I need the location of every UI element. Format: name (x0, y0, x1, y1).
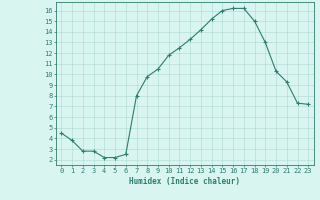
X-axis label: Humidex (Indice chaleur): Humidex (Indice chaleur) (129, 177, 240, 186)
